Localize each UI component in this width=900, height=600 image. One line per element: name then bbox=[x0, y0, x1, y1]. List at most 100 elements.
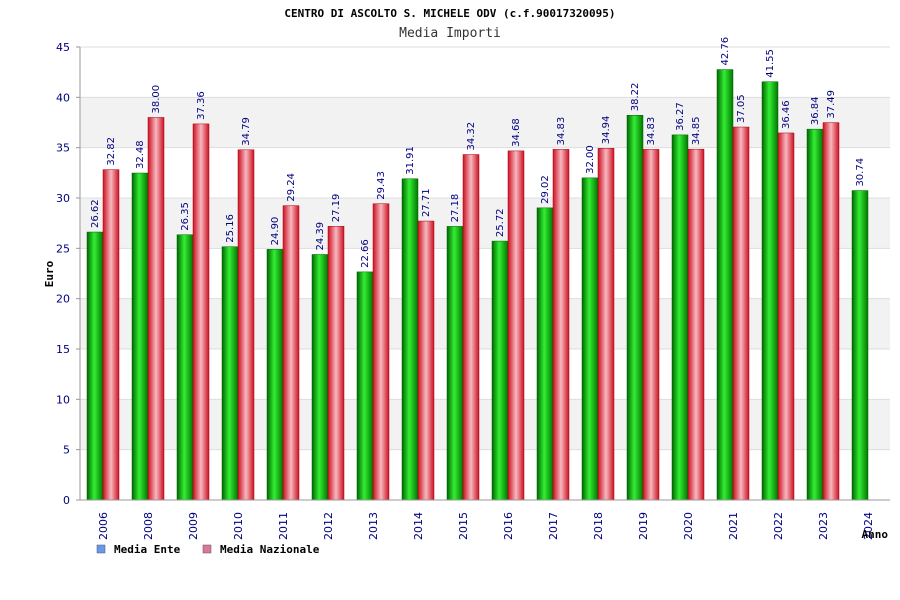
x-axis-ticks: 2006 2008 2009 2010 2011 2012 2013 2014 2015 2016… bbox=[97, 512, 875, 540]
legend: Media Ente Media Nazionale bbox=[96, 543, 320, 556]
value-label: 41.55 bbox=[765, 49, 776, 78]
value-label: 22.66 bbox=[360, 239, 371, 268]
value-label: 26.35 bbox=[180, 202, 191, 231]
value-label: 34.83 bbox=[646, 117, 657, 146]
y-tick-label: 20 bbox=[56, 293, 70, 306]
x-tick-label: 2006 bbox=[97, 512, 110, 540]
x-tick-label: 2009 bbox=[187, 512, 200, 540]
legend-label-media-nazionale: Media Nazionale bbox=[220, 543, 320, 556]
y-tick-label: 5 bbox=[63, 444, 70, 457]
value-label: 26.62 bbox=[90, 199, 101, 228]
bar-media-nazionale bbox=[192, 123, 210, 501]
y-tick-label: 0 bbox=[63, 494, 70, 507]
bar-media-nazionale bbox=[552, 149, 570, 501]
value-label: 25.16 bbox=[225, 214, 236, 243]
value-label: 27.18 bbox=[450, 194, 461, 223]
bar-media-ente bbox=[311, 254, 329, 501]
bar-media-nazionale bbox=[777, 132, 795, 501]
bar-media-ente bbox=[716, 69, 734, 501]
value-label: 32.48 bbox=[135, 140, 146, 169]
x-axis-label: Anno bbox=[862, 528, 889, 541]
bar-media-nazionale bbox=[372, 203, 390, 501]
plot-band bbox=[80, 147, 890, 198]
value-label: 34.79 bbox=[241, 117, 252, 146]
value-label: 36.84 bbox=[810, 97, 821, 126]
bar-media-nazionale bbox=[237, 149, 255, 501]
plot-band bbox=[80, 97, 890, 148]
value-label: 38.22 bbox=[630, 83, 641, 112]
x-tick-label: 2010 bbox=[232, 512, 245, 540]
bar-media-nazionale bbox=[642, 149, 660, 501]
plot-band bbox=[80, 298, 890, 349]
value-label: 34.85 bbox=[691, 117, 702, 146]
value-label: 29.02 bbox=[540, 175, 551, 204]
x-tick-label: 2008 bbox=[142, 512, 155, 540]
bar-media-ente bbox=[266, 249, 284, 501]
legend-swatch-media-ente bbox=[96, 544, 106, 554]
x-tick-label: 2011 bbox=[277, 512, 290, 540]
x-tick-label: 2012 bbox=[322, 512, 335, 540]
gridlines bbox=[80, 46, 890, 501]
x-tick-label: 2015 bbox=[457, 512, 470, 540]
plot-background bbox=[80, 47, 890, 500]
value-label: 34.32 bbox=[466, 122, 477, 151]
value-label: 31.91 bbox=[405, 146, 416, 175]
bar-media-ente bbox=[671, 134, 689, 501]
y-tick-label: 25 bbox=[56, 242, 70, 255]
chart-subtitle: Media Importi bbox=[399, 26, 501, 41]
plot-band bbox=[80, 349, 890, 400]
bar-media-nazionale bbox=[687, 148, 705, 501]
x-tick-label: 2022 bbox=[772, 512, 785, 540]
value-label: 24.90 bbox=[270, 217, 281, 246]
x-tick-label: 2016 bbox=[502, 512, 515, 540]
value-label: 29.43 bbox=[376, 171, 387, 200]
plot-band bbox=[80, 47, 890, 98]
bar-media-ente bbox=[761, 81, 779, 501]
y-tick-label: 45 bbox=[56, 41, 70, 54]
bar-media-nazionale bbox=[462, 154, 480, 501]
x-tick-label: 2019 bbox=[637, 512, 650, 540]
value-label: 36.27 bbox=[675, 102, 686, 131]
value-label: 30.74 bbox=[855, 158, 866, 187]
value-label: 38.00 bbox=[151, 85, 162, 114]
bar-media-nazionale bbox=[507, 150, 525, 501]
value-label: 29.24 bbox=[286, 173, 297, 202]
bar-media-ente bbox=[626, 115, 644, 501]
value-label: 34.68 bbox=[511, 118, 522, 147]
value-label: 37.05 bbox=[736, 94, 747, 123]
value-label: 37.36 bbox=[196, 91, 207, 120]
bar-media-ente bbox=[86, 231, 104, 501]
bar-media-ente bbox=[851, 190, 869, 501]
value-label: 34.83 bbox=[556, 117, 567, 146]
bar-media-nazionale bbox=[732, 126, 750, 501]
bar-media-ente bbox=[131, 172, 149, 501]
bar-media-ente bbox=[536, 207, 554, 501]
bars bbox=[86, 69, 869, 501]
chart-title: CENTRO DI ASCOLTO S. MICHELE ODV (c.f.90… bbox=[284, 7, 615, 20]
value-label: 27.71 bbox=[421, 188, 432, 217]
bar-media-nazionale bbox=[327, 226, 345, 501]
value-label: 36.46 bbox=[781, 100, 792, 129]
plot-band bbox=[80, 248, 890, 299]
bar-media-ente bbox=[491, 240, 509, 501]
x-tick-label: 2017 bbox=[547, 512, 560, 540]
value-label: 32.00 bbox=[585, 145, 596, 174]
legend-label-media-ente: Media Ente bbox=[114, 543, 181, 556]
bar-media-ente bbox=[446, 226, 464, 501]
y-tick-label: 30 bbox=[56, 192, 70, 205]
value-label: 34.94 bbox=[601, 116, 612, 145]
y-tick-label: 15 bbox=[56, 343, 70, 356]
bar-media-nazionale bbox=[822, 122, 840, 501]
plot-band bbox=[80, 449, 890, 500]
y-axis-label: Euro bbox=[43, 260, 56, 287]
x-tick-label: 2024 bbox=[862, 512, 875, 540]
bar-media-ente bbox=[356, 271, 374, 501]
value-label: 25.72 bbox=[495, 208, 506, 237]
bar-media-ente bbox=[581, 177, 599, 501]
x-tick-label: 2018 bbox=[592, 512, 605, 540]
x-tick-label: 2021 bbox=[727, 512, 740, 540]
bar-media-ente bbox=[221, 246, 239, 501]
legend-swatch-media-nazionale bbox=[202, 544, 212, 554]
plot-band bbox=[80, 399, 890, 450]
